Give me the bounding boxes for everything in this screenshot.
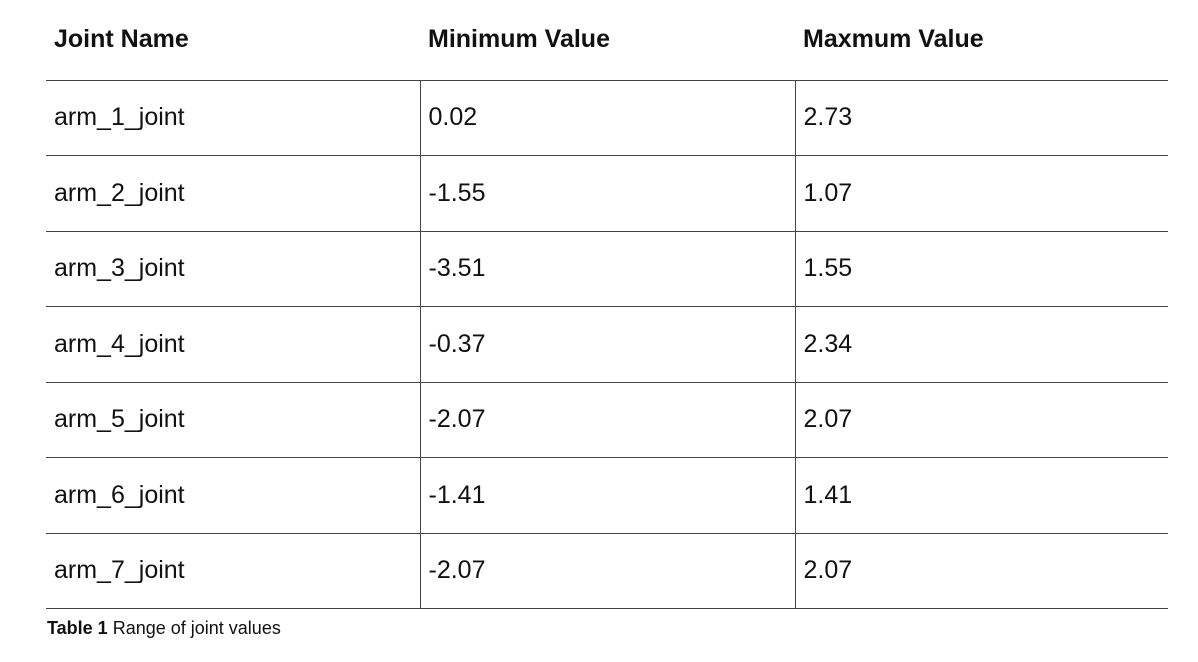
maximum-value-cell: 2.73 bbox=[794, 80, 1168, 156]
minimum-value-cell: -0.37 bbox=[419, 306, 795, 383]
table-row: arm_6_joint -1.41 1.41 bbox=[46, 457, 1168, 534]
minimum-value-cell: -1.55 bbox=[419, 155, 795, 232]
maximum-value-cell: 1.07 bbox=[794, 155, 1168, 232]
joint-name-cell: arm_6_joint bbox=[46, 457, 420, 534]
minimum-value-cell: -2.07 bbox=[419, 533, 795, 609]
joint-name-cell: arm_2_joint bbox=[46, 155, 420, 232]
joint-name-cell: arm_4_joint bbox=[46, 306, 420, 383]
maximum-value-cell: 2.07 bbox=[794, 533, 1168, 609]
table-row: arm_5_joint -2.07 2.07 bbox=[46, 382, 1168, 458]
maximum-value-cell: 1.41 bbox=[794, 457, 1168, 534]
table-caption-text: Range of joint values bbox=[112, 618, 281, 638]
minimum-value-cell: -3.51 bbox=[419, 231, 795, 307]
table-caption: Table 1 Range of joint values bbox=[47, 618, 281, 639]
minimum-value-cell: -2.07 bbox=[419, 382, 795, 458]
table-row: arm_1_joint 0.02 2.73 bbox=[46, 80, 1168, 156]
column-header-minimum-value: Minimum Value bbox=[420, 0, 795, 81]
joint-name-cell: arm_1_joint bbox=[46, 80, 420, 156]
joint-name-cell: arm_5_joint bbox=[46, 382, 420, 458]
table-row: arm_3_joint -3.51 1.55 bbox=[46, 231, 1168, 307]
joint-name-cell: arm_7_joint bbox=[46, 533, 420, 609]
column-header-maximum-value: Maxmum Value bbox=[795, 0, 1168, 81]
column-header-joint-name: Joint Name bbox=[46, 0, 420, 81]
minimum-value-cell: -1.41 bbox=[419, 457, 795, 534]
maximum-value-cell: 2.34 bbox=[794, 306, 1168, 383]
joint-name-cell: arm_3_joint bbox=[46, 231, 420, 307]
joint-range-table-container: Joint Name Minimum Value Maxmum Value ar… bbox=[46, 0, 1168, 609]
table-row: arm_2_joint -1.55 1.07 bbox=[46, 155, 1168, 232]
table-row: arm_4_joint -0.37 2.34 bbox=[46, 306, 1168, 383]
maximum-value-cell: 2.07 bbox=[794, 382, 1168, 458]
maximum-value-cell: 1.55 bbox=[794, 231, 1168, 307]
minimum-value-cell: 0.02 bbox=[419, 80, 795, 156]
joint-range-table: Joint Name Minimum Value Maxmum Value ar… bbox=[46, 0, 1168, 609]
table-caption-label: Table 1 bbox=[47, 618, 108, 638]
table-header-row: Joint Name Minimum Value Maxmum Value bbox=[46, 0, 1168, 81]
table-row: arm_7_joint -2.07 2.07 bbox=[46, 533, 1168, 609]
